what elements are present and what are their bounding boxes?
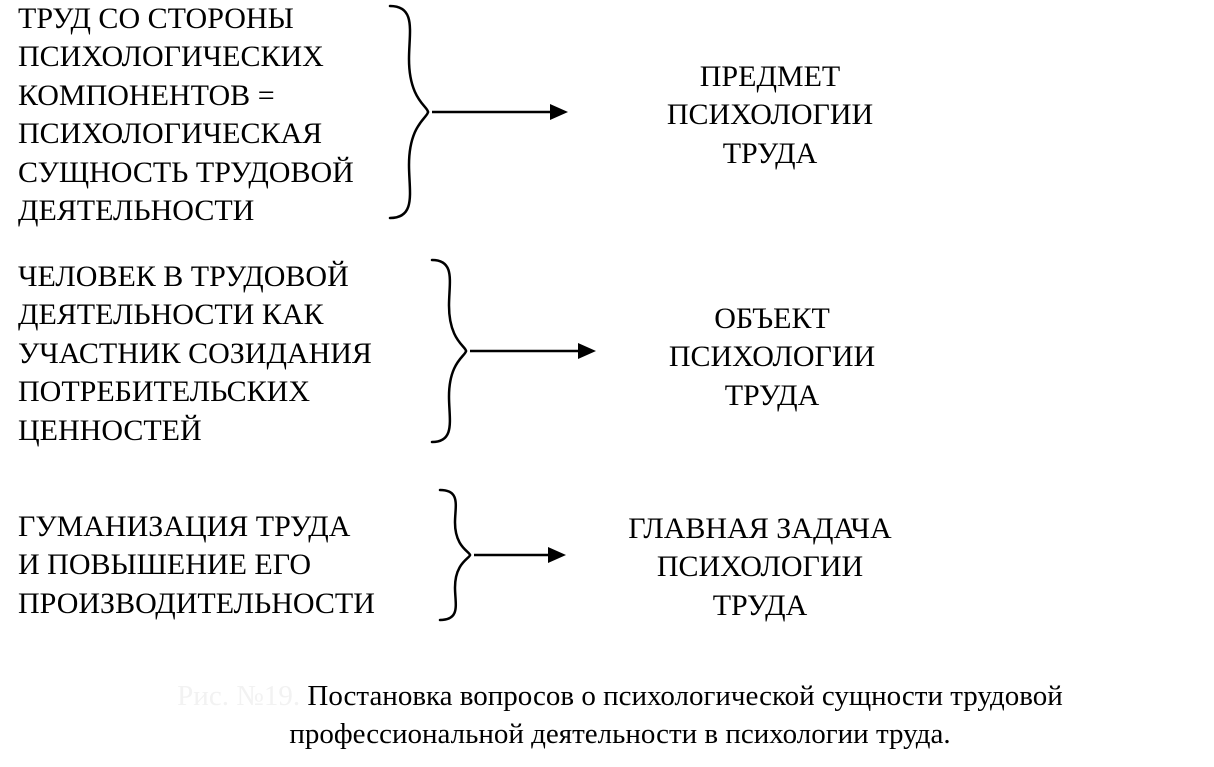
figure-caption: Рис. №19. Постановка вопросов о психолог… bbox=[70, 678, 1170, 753]
arrow-head-2 bbox=[578, 343, 596, 359]
caption-line1: Постановка вопросов о психологической су… bbox=[307, 680, 1062, 712]
row1-right-line2: ПСИХОЛОГИИ bbox=[667, 98, 873, 131]
row3-right-text: ГЛАВНАЯ ЗАДАЧА ПСИХОЛОГИИ ТРУДА bbox=[560, 510, 960, 625]
row1-left-line5: СУЩНОСТЬ ТРУДОВОЙ bbox=[18, 156, 354, 189]
row2-right-line3: ТРУДА bbox=[725, 379, 820, 412]
row2-right-line2: ПСИХОЛОГИИ bbox=[669, 340, 875, 373]
row1-right-line3: ТРУДА bbox=[723, 137, 818, 170]
row2-right-text: ОБЪЕКТ ПСИХОЛОГИИ ТРУДА bbox=[612, 300, 932, 415]
row1-left-line3: КОМПОНЕНТОВ = bbox=[18, 79, 275, 112]
row2-left-line4: ПОТРЕБИТЕЛЬСКИХ bbox=[18, 375, 310, 408]
row1-left-line2: ПСИХОЛОГИЧЕСКИХ bbox=[18, 40, 324, 73]
row2-left-line5: ЦЕННОСТЕЙ bbox=[18, 414, 202, 447]
caption-prefix: Рис. №19. bbox=[177, 680, 300, 712]
row3-right-line2: ПСИХОЛОГИИ bbox=[657, 550, 863, 583]
row2-left-line2: ДЕЯТЕЛЬНОСТИ КАК bbox=[18, 298, 324, 331]
row3-left-text: ГУМАНИЗАЦИЯ ТРУДА И ПОВЫШЕНИЕ ЕГО ПРОИЗВ… bbox=[18, 508, 468, 623]
row1-left-line6: ДЕЯТЕЛЬНОСТИ bbox=[18, 194, 254, 227]
caption-line2: профессиональной деятельности в психолог… bbox=[289, 718, 950, 750]
row3-left-line2: И ПОВЫШЕНИЕ ЕГО bbox=[18, 548, 311, 581]
row2-left-text: ЧЕЛОВЕК В ТРУДОВОЙ ДЕЯТЕЛЬНОСТИ КАК УЧАС… bbox=[18, 258, 458, 450]
row1-right-line1: ПРЕДМЕТ bbox=[700, 60, 840, 93]
diagram-container: ТРУД СО СТОРОНЫ ПСИХОЛОГИЧЕСКИХ КОМПОНЕН… bbox=[0, 0, 1214, 767]
row3-right-line3: ТРУДА bbox=[713, 589, 808, 622]
row2-right-line1: ОБЪЕКТ bbox=[714, 302, 830, 335]
row1-right-text: ПРЕДМЕТ ПСИХОЛОГИИ ТРУДА bbox=[590, 58, 950, 173]
row2-left-line3: УЧАСТНИК СОЗИДАНИЯ bbox=[18, 337, 372, 370]
row2-left-line1: ЧЕЛОВЕК В ТРУДОВОЙ bbox=[18, 260, 349, 293]
row3-right-line1: ГЛАВНАЯ ЗАДАЧА bbox=[628, 512, 891, 545]
row3-left-line1: ГУМАНИЗАЦИЯ ТРУДА bbox=[18, 510, 350, 543]
row1-left-line1: ТРУД СО СТОРОНЫ bbox=[18, 2, 294, 35]
row3-left-line3: ПРОИЗВОДИТЕЛЬНОСТИ bbox=[18, 587, 375, 620]
arrow-head-1 bbox=[550, 104, 568, 120]
row1-left-text: ТРУД СО СТОРОНЫ ПСИХОЛОГИЧЕСКИХ КОМПОНЕН… bbox=[18, 0, 438, 230]
row1-left-line4: ПСИХОЛОГИЧЕСКАЯ bbox=[18, 117, 322, 150]
